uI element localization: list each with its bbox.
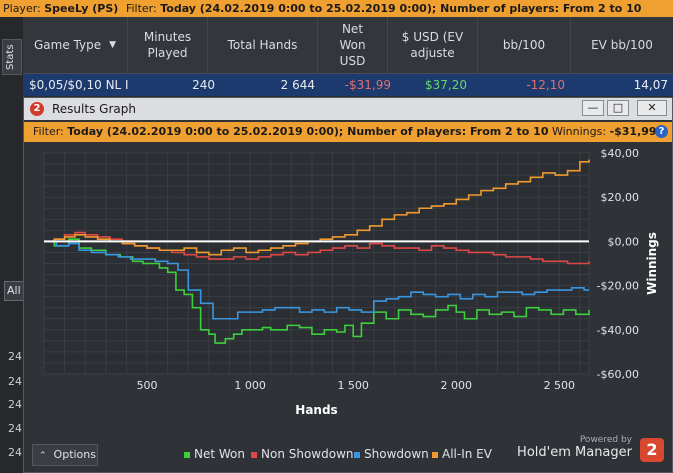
legend-swatch-non-showdown	[251, 451, 257, 458]
help-icon[interactable]: ?	[655, 125, 668, 138]
table-row[interactable]: $0,05/$0,10 NL I 240 2 644 -$31,99 $37,2…	[23, 74, 673, 96]
options-button[interactable]: ⌃ Options	[32, 444, 98, 466]
y-tick-label: -$20,00	[597, 280, 639, 293]
col-net-won-label: Net Won USD	[339, 22, 366, 68]
cell-net-won: -$31,99	[344, 78, 391, 92]
y-tick-label: $0,00	[608, 235, 640, 248]
cell-ev-adjusted: $37,20	[425, 78, 467, 92]
cell-game-type: $0,05/$0,10 NL I	[29, 78, 129, 92]
col-total-hands[interactable]: Total Hands	[208, 17, 318, 73]
legend-showdown[interactable]: Showdown	[354, 447, 429, 461]
cell-minutes: 240	[192, 78, 215, 92]
legend-swatch-net-won	[184, 451, 190, 458]
cell-bb100: -12,10	[526, 78, 565, 92]
col-ev-adjusted-label: $ USD (EV adjuste	[401, 30, 464, 60]
y-tick-label: $40,00	[601, 147, 640, 160]
stats-tab[interactable]: Stats	[2, 39, 22, 75]
x-axis-title: Hands	[295, 403, 337, 417]
legend-label-showdown: Showdown	[364, 447, 429, 461]
player-label: Player:	[3, 2, 45, 15]
window-title: Results Graph	[52, 102, 136, 116]
player-value[interactable]: SpeeLy (PS)	[44, 2, 119, 15]
legend-label-net-won: Net Won	[194, 447, 245, 461]
player-filter-bar: Player: SpeeLy (PS) Filter: Today (24.02…	[0, 0, 673, 17]
chevron-up-icon: ⌃	[39, 451, 47, 461]
cell-hands: 2 644	[280, 78, 315, 92]
filter-label: Filter:	[125, 2, 161, 15]
legend-swatch-showdown	[354, 451, 360, 458]
brand-name: Hold'em Manager	[517, 445, 632, 460]
hm2-logo-icon: 2	[30, 102, 44, 116]
winnings-value: -$31,99	[609, 125, 657, 138]
results-graph-window: 2 Results Graph — □ ✕ Filter: Today (24.…	[23, 97, 673, 473]
x-tick-label: 2 000	[441, 379, 473, 392]
legend-label-non-showdown: Non Showdown	[261, 447, 354, 461]
col-game-type[interactable]: Game Type ▼	[23, 17, 128, 73]
sort-chevron-icon[interactable]: ▼	[109, 40, 117, 50]
side-row-0: 24	[8, 350, 22, 363]
series-allin-ev	[44, 159, 590, 256]
col-ev-bb100-label: EV bb/100	[591, 38, 653, 52]
legend-net-won[interactable]: Net Won	[184, 447, 245, 461]
side-row-3: 24	[8, 422, 22, 435]
legend-non-showdown[interactable]: Non Showdown	[251, 447, 354, 461]
filter-value[interactable]: Today (24.02.2019 0:00 to 25.02.2019 0:0…	[160, 2, 642, 15]
x-tick-label: 1 000	[234, 379, 266, 392]
x-tick-label: 1 500	[337, 379, 369, 392]
col-ev-bb100[interactable]: EV bb/100	[571, 17, 673, 73]
col-minutes-played[interactable]: Minutes Played	[128, 17, 208, 73]
stats-tab-label: Stats	[5, 44, 16, 70]
options-label: Options	[53, 448, 96, 461]
close-button[interactable]: ✕	[637, 100, 667, 116]
col-game-type-label: Game Type	[33, 38, 102, 52]
col-bb100[interactable]: bb/100	[478, 17, 571, 73]
graph-filter-label: Filter:	[33, 125, 68, 138]
col-net-won[interactable]: Net Won USD	[318, 17, 388, 73]
side-row-4: 24	[8, 446, 22, 459]
graph-filter-value[interactable]: Today (24.02.2019 0:00 to 25.02.2019 0:0…	[67, 125, 549, 138]
powered-by-text: Powered by	[579, 435, 632, 445]
legend-allin-ev[interactable]: All-In EV	[432, 447, 492, 461]
y-tick-label: -$60,00	[597, 368, 639, 381]
maximize-button[interactable]: □	[607, 100, 629, 116]
stats-table-header: Game Type ▼ Minutes Played Total Hands N…	[23, 17, 673, 74]
series-net-won	[44, 238, 590, 344]
legend-swatch-allin-ev	[432, 451, 438, 458]
col-total-hands-label: Total Hands	[227, 38, 298, 52]
x-tick-label: 2 500	[544, 379, 576, 392]
col-minutes-played-label: Minutes Played	[143, 30, 192, 60]
hm2-brand-logo-icon: 2	[640, 438, 664, 462]
y-axis-title: Winnings	[645, 232, 659, 295]
winnings-label: Winnings:	[551, 125, 610, 138]
window-titlebar[interactable]: 2 Results Graph — □ ✕	[24, 98, 672, 120]
col-ev-adjusted[interactable]: $ USD (EV adjuste	[388, 17, 478, 73]
graph-filter-bar: Filter: Today (24.02.2019 0:00 to 25.02.…	[24, 122, 672, 142]
cell-ev-bb100: 14,07	[633, 78, 668, 92]
minimize-button[interactable]: —	[582, 100, 604, 116]
close-icon: ✕	[647, 101, 657, 114]
series-showdown	[44, 240, 589, 320]
y-tick-label: -$40,00	[597, 324, 639, 337]
x-tick-label: 500	[137, 379, 158, 392]
side-row-1: 24	[8, 375, 22, 388]
legend-label-allin-ev: All-In EV	[442, 447, 492, 461]
results-chart: 500 1 000 1 500 2 000 2 500 $40,00 $20,00 $0,00…	[43, 147, 659, 417]
y-tick-label: $20,00	[601, 191, 640, 204]
side-row-2: 24	[8, 398, 22, 411]
col-bb100-label: bb/100	[502, 38, 546, 52]
